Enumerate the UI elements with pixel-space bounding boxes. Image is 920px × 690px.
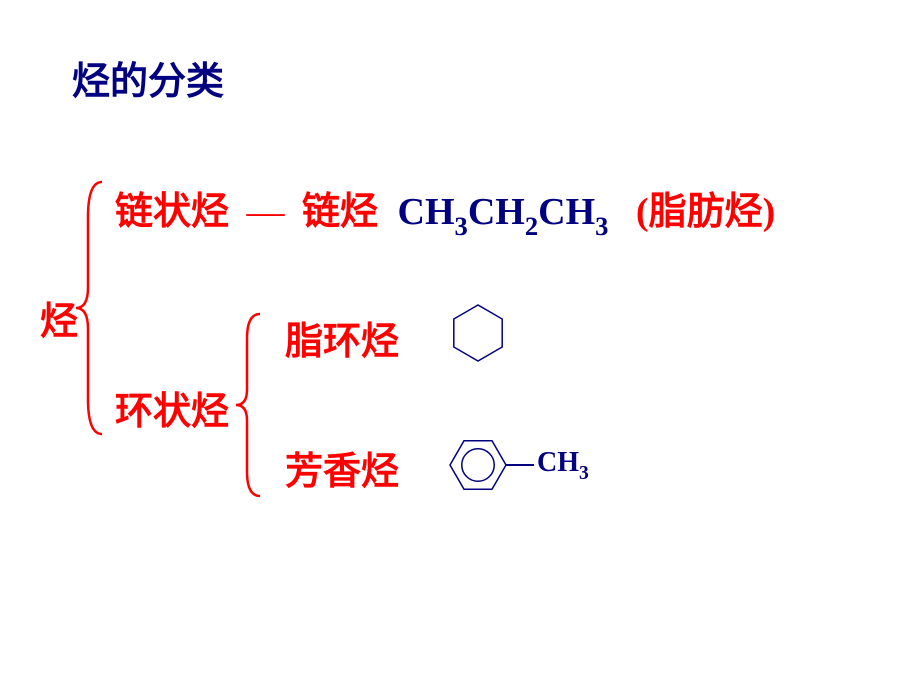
- benzene-ring-icon: [445, 432, 541, 498]
- chain-dash: —: [247, 191, 285, 233]
- hexagon-icon: [445, 300, 511, 366]
- cyclic-label: 环状烃: [115, 380, 229, 435]
- brace-small-icon: [232, 310, 267, 500]
- chain-label-1: 链状烃: [115, 191, 229, 233]
- benzene-group: CH3: [445, 432, 589, 498]
- aromatic-label: 芳香烃: [285, 440, 399, 495]
- brace-large-icon: [72, 178, 112, 438]
- page-title: 烃的分类: [72, 50, 224, 105]
- benzene-substituent: CH3: [537, 447, 589, 484]
- chain-suffix: (脂肪烃): [636, 191, 775, 233]
- alicyclic-label: 脂环烃: [285, 310, 399, 365]
- chain-row: 链状烃 — 链烃 CH3CH2CH3 (脂肪烃): [115, 180, 775, 240]
- chain-label-2: 链烃: [302, 191, 378, 233]
- chain-formula: CH3CH2CH3: [398, 191, 609, 233]
